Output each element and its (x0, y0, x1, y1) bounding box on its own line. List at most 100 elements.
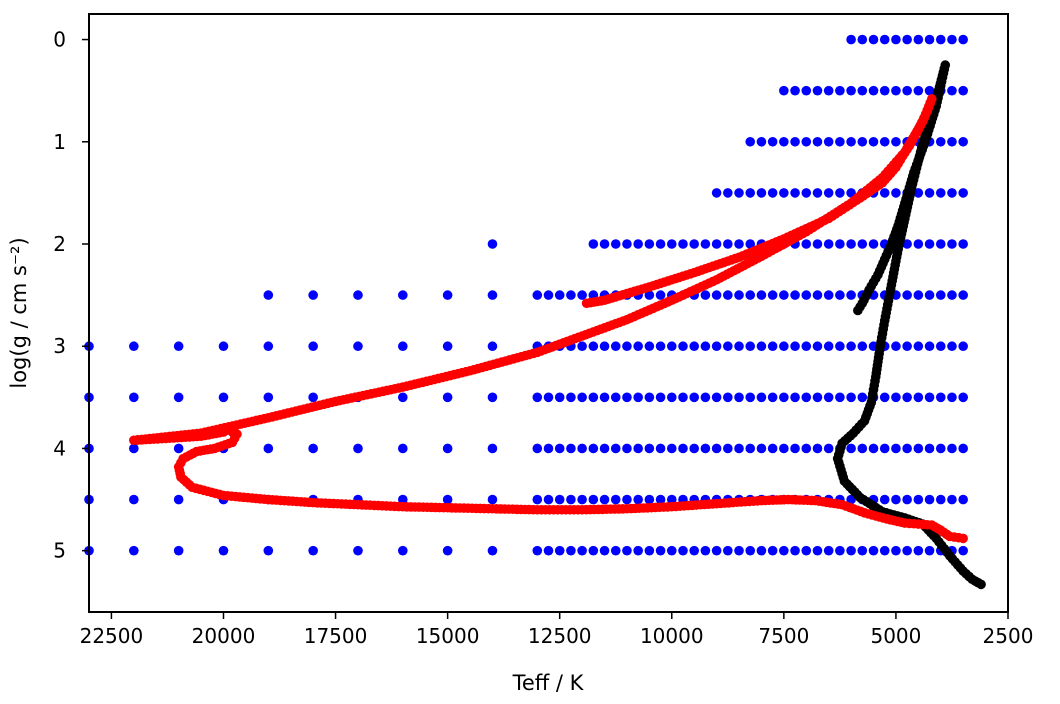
data-point-grid (879, 34, 890, 45)
data-point-grid (588, 341, 599, 352)
data-point-grid (554, 290, 565, 300)
data-point-grid (263, 341, 274, 352)
data-point-grid (655, 290, 666, 300)
data-point-grid (577, 545, 587, 556)
data-point-grid (924, 34, 935, 45)
data-point-grid (801, 239, 812, 249)
data-point-grid (958, 188, 968, 198)
data-point-grid (857, 239, 868, 249)
data-point-grid (812, 545, 823, 556)
data-point-grid (487, 341, 498, 352)
data-point-grid (823, 290, 834, 300)
data-point-grid (891, 392, 901, 403)
data-point-grid (442, 443, 453, 454)
data-point-grid (745, 188, 756, 198)
data-point-grid (532, 494, 543, 505)
data-point-grid (812, 341, 823, 352)
data-point-grid (767, 136, 778, 147)
data-point-grid (812, 188, 823, 198)
data-point-grid (723, 545, 733, 556)
data-point-grid (610, 392, 621, 403)
data-point-grid (532, 545, 543, 556)
data-point-grid (723, 239, 733, 249)
data-point-grid (543, 545, 554, 556)
data-point-grid (779, 341, 789, 352)
data-point-grid (622, 392, 632, 403)
data-point-grid (868, 34, 879, 45)
data-point-grid (308, 392, 318, 403)
data-point-grid (173, 494, 184, 505)
data-point-grid (756, 545, 767, 556)
data-point-grid (398, 392, 408, 403)
data-point-grid (532, 290, 543, 300)
data-point-grid (734, 239, 744, 249)
data-point-grid (700, 443, 711, 454)
data-point-grid (622, 239, 632, 249)
data-point-grid (745, 341, 756, 352)
data-point-grid (801, 545, 812, 556)
data-point-grid (958, 85, 968, 96)
data-point-grid (891, 85, 901, 96)
data-point-grid (554, 443, 565, 454)
data-point-grid (902, 443, 912, 454)
data-point-grid (823, 85, 834, 96)
data-point-grid (913, 443, 924, 454)
data-point-grid (442, 341, 453, 352)
data-point-grid (308, 443, 318, 454)
data-point-grid (913, 341, 924, 352)
data-point-grid (846, 136, 856, 147)
data-point-grid (666, 341, 677, 352)
data-point-grid (947, 85, 957, 96)
data-point-grid (745, 239, 756, 249)
data-point-grid (173, 545, 184, 556)
x-tick-label: 17500 (304, 624, 368, 648)
data-point-grid (823, 188, 834, 198)
data-point-grid (913, 34, 924, 45)
data-point-grid (734, 443, 744, 454)
data-point-grid (935, 341, 946, 352)
data-point-grid (913, 290, 924, 300)
data-point-grid (442, 392, 453, 403)
data-point-grid (633, 443, 643, 454)
data-point-grid (442, 290, 453, 300)
data-point-grid (790, 290, 800, 300)
data-point-grid (599, 341, 610, 352)
y-tick-label: 5 (53, 539, 66, 563)
data-point-grid (734, 290, 744, 300)
data-point-grid (891, 188, 901, 198)
data-point-grid (577, 494, 587, 505)
data-point-grid (689, 341, 699, 352)
data-point-grid (935, 443, 946, 454)
data-point-grid (543, 392, 554, 403)
data-point-grid (756, 136, 767, 147)
data-point-grid (958, 494, 968, 505)
data-point-grid (711, 545, 722, 556)
data-point-grid (756, 290, 767, 300)
data-point-grid (857, 34, 868, 45)
data-point-grid (353, 290, 363, 300)
data-point-grid (308, 290, 318, 300)
data-point-grid (779, 85, 789, 96)
data-point-grid (902, 85, 912, 96)
data-point-grid (835, 392, 845, 403)
data-point-grid (711, 443, 722, 454)
data-point-grid (879, 443, 890, 454)
data-point-grid (835, 85, 845, 96)
data-point-grid (913, 392, 924, 403)
data-point-grid (532, 392, 543, 403)
data-point-grid (868, 85, 879, 96)
data-point-grid (599, 545, 610, 556)
data-point-grid (846, 443, 856, 454)
data-point-grid (812, 85, 823, 96)
data-point-grid (947, 392, 957, 403)
data-point-grid (790, 85, 800, 96)
data-point-grid (868, 443, 879, 454)
data-point-grid (767, 545, 778, 556)
data-point-grid (353, 341, 363, 352)
data-point-grid (868, 136, 879, 147)
data-point-grid (846, 392, 856, 403)
data-point-grid (588, 239, 599, 249)
data-point-grid (835, 545, 845, 556)
data-point-grid (823, 443, 834, 454)
